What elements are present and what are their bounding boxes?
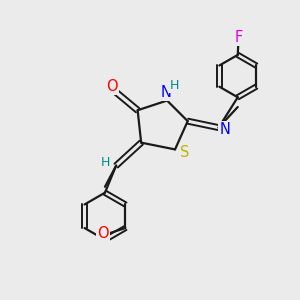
Text: H: H (100, 156, 110, 169)
Text: N: N (161, 85, 172, 100)
Text: F: F (235, 30, 243, 45)
Text: S: S (180, 146, 189, 160)
Text: O: O (98, 226, 109, 242)
Text: H: H (170, 79, 179, 92)
Text: O: O (106, 79, 118, 94)
Text: N: N (220, 122, 230, 137)
